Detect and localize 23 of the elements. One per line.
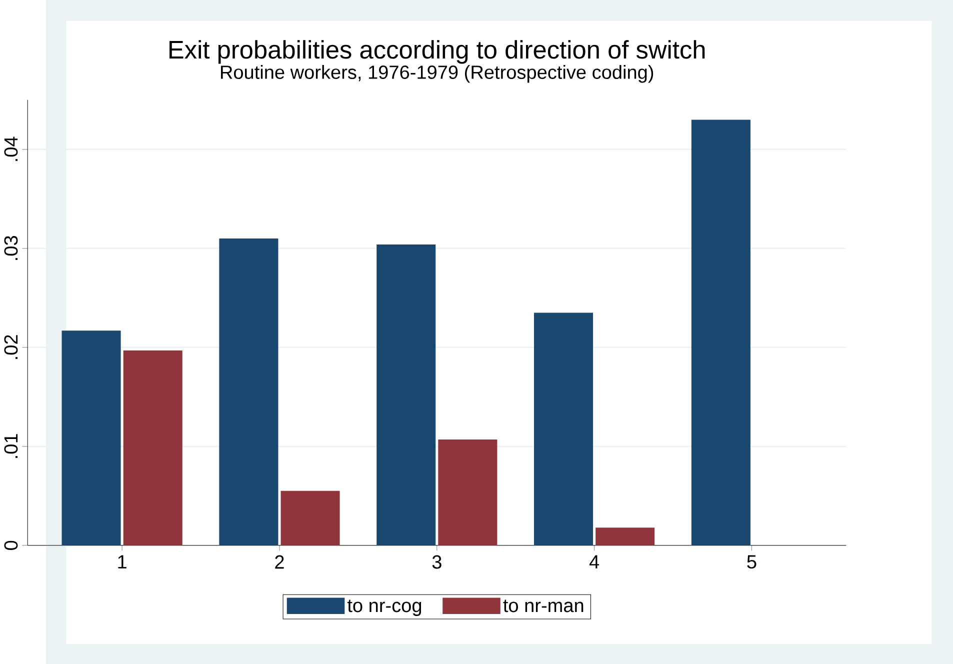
bar	[123, 350, 182, 546]
x-tick-label: 2	[275, 555, 284, 568]
bar	[438, 439, 498, 546]
y-tick-label: .03	[4, 236, 18, 260]
y-tick-label: .02	[4, 334, 18, 359]
x-tick-label: 1	[118, 555, 126, 568]
chart-title: Exit probabilities according to direction of switch	[170, 40, 705, 64]
y-tick-label: .04	[4, 136, 18, 161]
x-tick-label: 3	[432, 555, 442, 569]
bar	[376, 244, 436, 546]
chart-subtitle: Routine workers, 1976-1979 (Retrospective coding)	[221, 64, 654, 83]
bar	[62, 330, 121, 546]
bar	[596, 527, 655, 546]
bar	[280, 490, 340, 546]
bar	[534, 312, 594, 546]
x-tick-label: 5	[747, 555, 756, 568]
x-tick-label: 4	[589, 555, 600, 568]
y-tick-label: 0	[4, 540, 18, 550]
bar	[691, 120, 750, 546]
legend-label: to nr-cog	[347, 600, 422, 616]
bar	[219, 238, 278, 546]
legend-label: to nr-man	[503, 600, 584, 612]
y-tick-label: .01	[4, 434, 18, 458]
